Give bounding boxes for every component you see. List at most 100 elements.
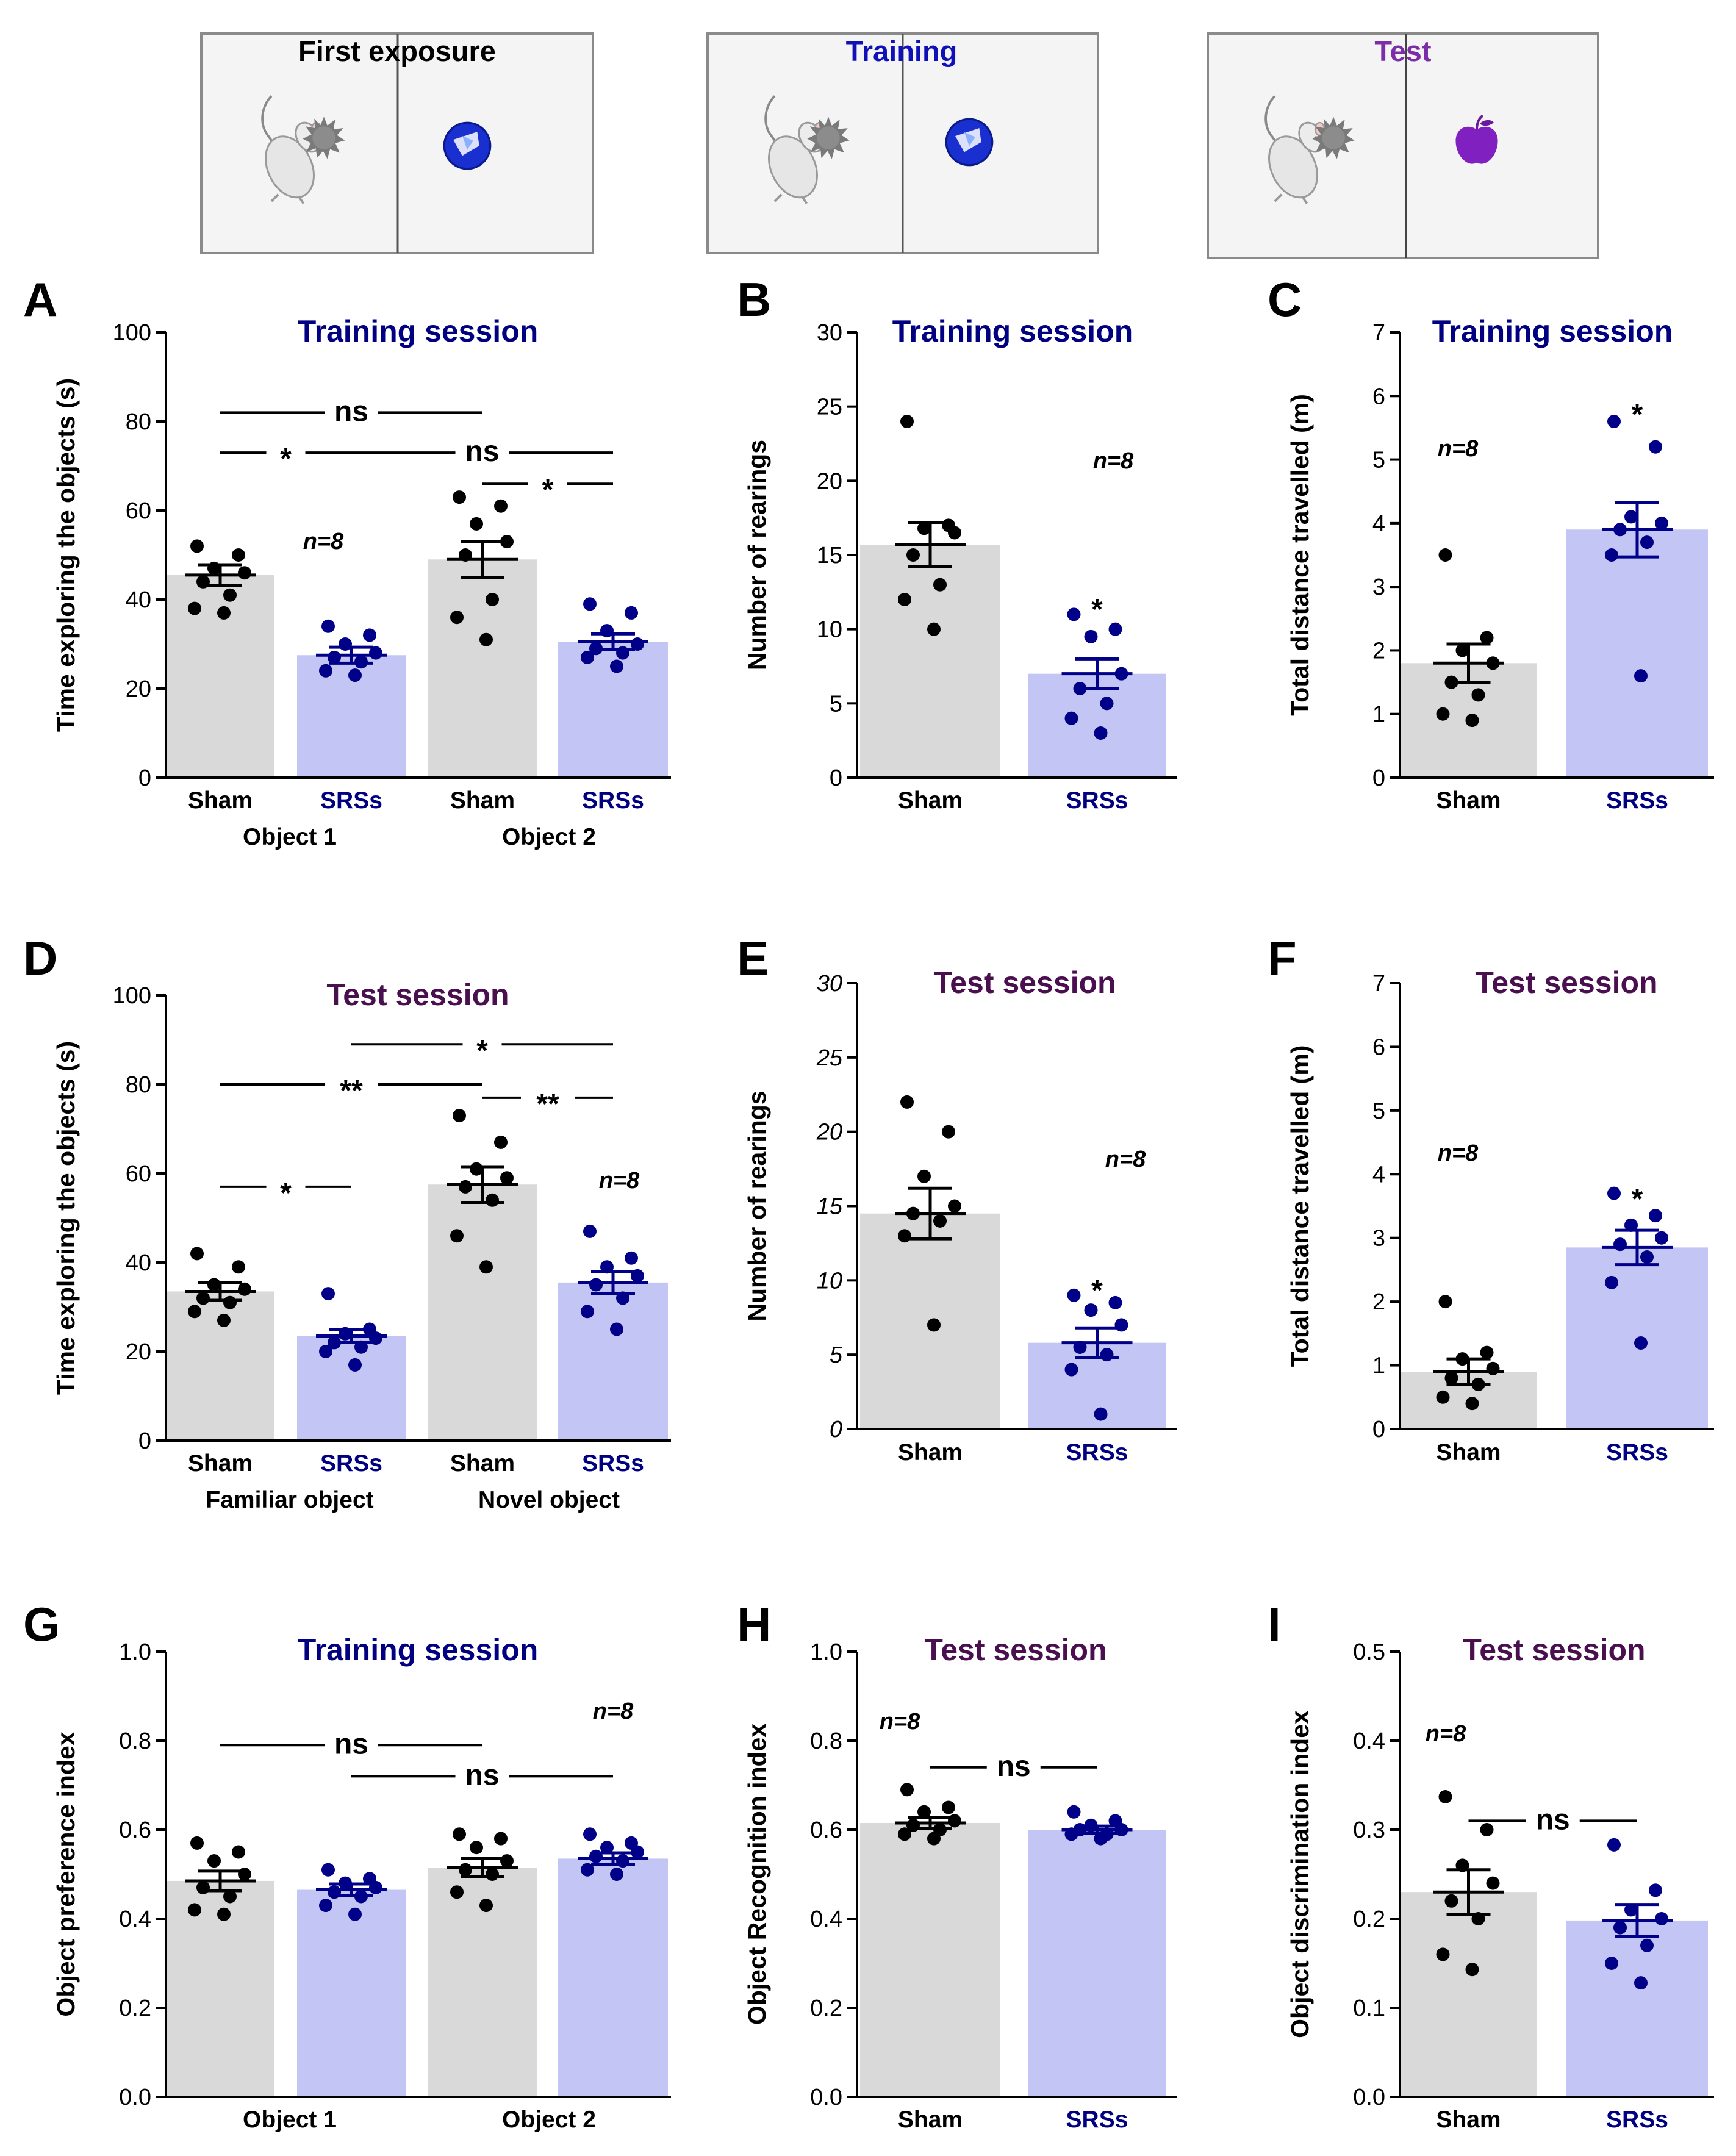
y-tick-label: 5	[1372, 1098, 1385, 1124]
significance-label: ns	[465, 435, 499, 468]
y-axis-label: Time exploring the objects (s)	[52, 378, 80, 732]
chart-title: Training session	[298, 314, 539, 348]
data-point	[479, 1260, 493, 1274]
y-tick-label: 25	[817, 395, 842, 420]
group-label: Familiar object	[206, 1487, 373, 1513]
y-tick-label: 0	[1372, 765, 1385, 791]
bar	[558, 1858, 668, 2097]
y-tick-label: 5	[830, 1342, 843, 1368]
chart-title: Training session	[1432, 314, 1673, 348]
y-axis-label: Total distance travelled (m)	[1286, 394, 1314, 716]
y-tick-label: 6	[1372, 1034, 1385, 1060]
data-point	[1436, 707, 1450, 721]
panel-letter-g: G	[23, 1597, 60, 1651]
group-label: Object 1	[243, 824, 337, 850]
chart-d: Test session 0 20 40 60 80 100 Time exploring t…	[52, 978, 671, 1513]
data-point	[1465, 1397, 1479, 1411]
data-point	[948, 1199, 961, 1213]
y-tick-label: 10	[817, 617, 842, 643]
data-point	[900, 415, 914, 428]
y-tick-label: 3	[1372, 1226, 1385, 1252]
data-point	[479, 1899, 493, 1913]
blue-ball-icon	[443, 121, 492, 170]
panel-letter-a: A	[23, 273, 57, 326]
data-point	[459, 1180, 472, 1194]
scene-test: Test	[1207, 32, 1599, 259]
y-tick-label: 0.4	[1353, 1728, 1385, 1754]
data-point	[319, 1345, 332, 1358]
bar	[1028, 1830, 1166, 2097]
chart-e: Test session 0 5 10 15 20 25 30 Number of rearin…	[743, 965, 1177, 1466]
category-label: Sham	[188, 1450, 253, 1477]
significance-label: *	[1091, 593, 1103, 626]
y-tick-label: 20	[816, 1120, 842, 1145]
data-point	[494, 1832, 508, 1846]
data-point	[486, 1193, 499, 1207]
data-point	[217, 1907, 231, 1921]
y-tick-label: 15	[817, 1194, 843, 1220]
data-point	[1640, 1938, 1654, 1952]
y-axis-label: Number of rearings	[743, 1091, 771, 1321]
significance-label: ns	[334, 395, 368, 428]
chart-title: Training session	[298, 1633, 539, 1667]
data-point	[188, 1903, 201, 1917]
data-point	[190, 1836, 204, 1850]
y-axis-label: Number of rearings	[743, 440, 771, 670]
data-point	[1480, 1345, 1494, 1359]
data-point	[1480, 631, 1494, 645]
bar	[166, 1291, 274, 1441]
n-label: n=8	[1093, 448, 1134, 474]
bar	[860, 544, 1000, 778]
y-tick-label: 10	[817, 1268, 842, 1294]
chart-i: Test session 0.0 0.1 0.2 0.3 0.4 0.5 Object dis…	[1286, 1633, 1714, 2133]
category-label: Sham	[1436, 1439, 1501, 1466]
n-label: n=8	[593, 1699, 634, 1724]
y-tick-label: 1.0	[810, 1639, 842, 1665]
data-point	[494, 499, 508, 513]
n-label: n=8	[1426, 1721, 1466, 1747]
y-tick-label: 2	[1372, 1289, 1385, 1315]
y-tick-label: 0.2	[810, 1996, 842, 2021]
category-label: SRSs	[320, 1450, 382, 1477]
panel-letter-b: B	[737, 273, 771, 326]
chart-title: Test session	[933, 965, 1116, 1000]
data-point	[1094, 726, 1108, 740]
data-point	[1655, 1231, 1668, 1245]
chart-c: Training session 0 1 2 3 4 5 6 7 Total distance t…	[1286, 314, 1714, 814]
significance-label: *	[280, 1177, 292, 1209]
data-point	[217, 606, 231, 620]
data-point	[942, 1800, 955, 1814]
data-point	[223, 588, 237, 602]
data-point	[616, 646, 629, 660]
data-point	[1067, 1805, 1081, 1819]
group-label: Object 2	[502, 2107, 596, 2133]
significance-label: ns	[465, 1759, 499, 1791]
data-point	[583, 597, 597, 611]
y-tick-label: 3	[1372, 575, 1385, 600]
data-point	[450, 1885, 464, 1899]
data-point	[232, 1845, 245, 1859]
arena-box	[1207, 32, 1599, 259]
y-tick-label: 80	[126, 409, 151, 435]
data-point	[1605, 1957, 1618, 1970]
significance-label: *	[1632, 1183, 1643, 1216]
data-point	[479, 632, 493, 646]
y-tick-label: 7	[1372, 320, 1385, 346]
y-tick-label: 0	[138, 1428, 151, 1454]
y-axis-label: Object Recognition index	[743, 1724, 771, 2025]
n-label: n=8	[1438, 1141, 1479, 1166]
chart-title: Training session	[892, 314, 1133, 348]
data-point	[1438, 1295, 1452, 1309]
panel-letter-i: I	[1268, 1597, 1281, 1651]
data-point	[1436, 1390, 1450, 1404]
data-point	[450, 1229, 464, 1243]
data-point	[1108, 622, 1122, 636]
data-point	[1438, 548, 1452, 562]
data-point	[188, 601, 201, 615]
bar	[1566, 1920, 1708, 2097]
y-tick-label: 0.8	[810, 1728, 842, 1754]
category-label: SRSs	[1066, 787, 1128, 814]
scene-title: Training	[846, 35, 958, 67]
chart-title: Test session	[924, 1633, 1107, 1667]
